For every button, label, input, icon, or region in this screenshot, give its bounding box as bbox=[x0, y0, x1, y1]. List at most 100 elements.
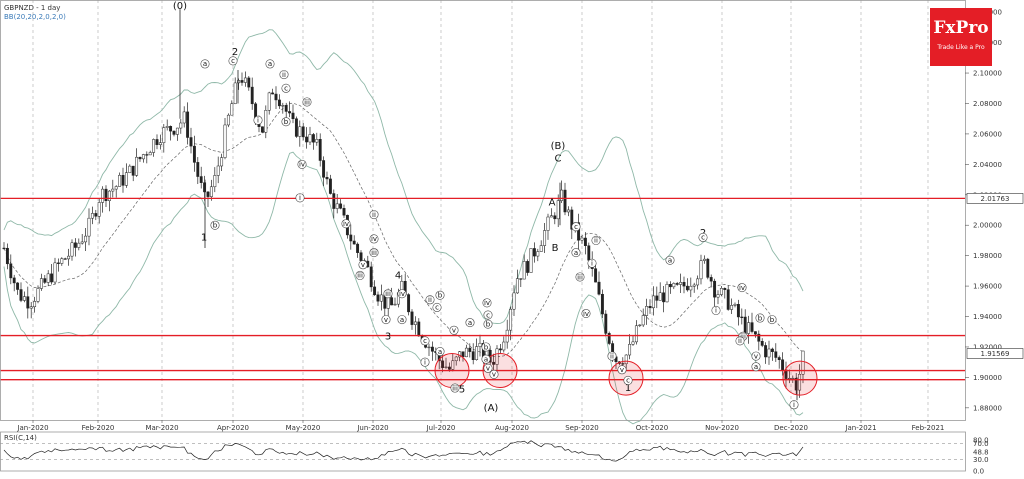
candle-body bbox=[335, 203, 339, 209]
wave-label: A bbox=[549, 197, 556, 208]
wave-minor-label: c bbox=[626, 377, 630, 385]
logo-tagline: Trade Like a Pro bbox=[937, 44, 985, 51]
wave-minor-label: a bbox=[668, 257, 672, 265]
candle-body bbox=[243, 77, 247, 83]
candle-body bbox=[298, 126, 302, 137]
candle-body bbox=[237, 80, 241, 84]
candle-body bbox=[733, 304, 737, 306]
candle-body bbox=[413, 321, 417, 325]
candle-body bbox=[240, 80, 244, 83]
x-tick-label: Aug-2020 bbox=[495, 424, 529, 432]
candle-body bbox=[543, 230, 547, 246]
candle-body bbox=[63, 258, 67, 260]
wave-minor-label: iv bbox=[371, 235, 377, 243]
wave-minor-label: c bbox=[574, 223, 578, 231]
candle-body bbox=[658, 292, 662, 301]
candle-body bbox=[352, 240, 356, 245]
wave-minor-circle bbox=[297, 159, 307, 169]
candle-body bbox=[80, 241, 84, 244]
candle-body bbox=[50, 273, 54, 283]
candle-body bbox=[451, 360, 455, 370]
x-tick-label: May-2020 bbox=[286, 424, 321, 432]
candle-body bbox=[189, 137, 193, 147]
candle-body bbox=[634, 325, 638, 343]
candle-body bbox=[158, 142, 162, 145]
candle-body bbox=[226, 114, 230, 126]
candle-body bbox=[152, 139, 156, 153]
candle-body bbox=[645, 306, 649, 316]
wave-minor-label: a bbox=[203, 60, 207, 68]
wave-minor-circle bbox=[607, 351, 617, 361]
candle-body bbox=[60, 258, 64, 264]
rsi-tick-label: 48.8 bbox=[973, 448, 989, 456]
candle-body bbox=[73, 242, 77, 248]
wave-minor-circle bbox=[482, 298, 492, 308]
candle-body bbox=[560, 189, 564, 201]
wave-minor-label: c bbox=[231, 57, 235, 65]
highlight-circle bbox=[482, 353, 518, 389]
wave-label: 5 bbox=[459, 385, 465, 396]
candle-body bbox=[475, 346, 479, 360]
candle-body bbox=[468, 347, 472, 352]
wave-minor-label: i bbox=[591, 260, 593, 268]
wave-label: 1 bbox=[201, 232, 207, 243]
x-tick-label: Dec-2020 bbox=[774, 424, 808, 432]
wave-minor-label: c bbox=[435, 304, 439, 312]
candle-body bbox=[145, 154, 149, 156]
candle-body bbox=[203, 182, 207, 193]
candle-body bbox=[393, 303, 397, 306]
candle-body bbox=[53, 262, 57, 283]
candle-body bbox=[736, 304, 740, 318]
x-tick-label: Mar-2020 bbox=[145, 424, 178, 432]
wave-minor-circle bbox=[617, 365, 627, 375]
wave-minor-circle bbox=[737, 283, 747, 293]
wave-minor-label: v bbox=[361, 261, 365, 269]
candle-body bbox=[760, 341, 764, 346]
wave-labels: (0)21435(A)(B)CAB12acbabciiiiiiiviiiiiii… bbox=[173, 1, 799, 414]
wave-minor-circle bbox=[302, 97, 312, 107]
candle-body bbox=[662, 292, 666, 303]
candle-body bbox=[628, 344, 632, 356]
wave-minor-label: v bbox=[492, 371, 496, 379]
highlight-circle bbox=[782, 360, 818, 396]
x-tick-label: Jul-2020 bbox=[426, 424, 456, 432]
wave-minor-circle bbox=[575, 272, 585, 282]
candle-body bbox=[743, 316, 747, 334]
candle-body bbox=[107, 190, 111, 201]
candle-body bbox=[339, 203, 343, 209]
candle-body bbox=[709, 277, 713, 282]
wave-label: B bbox=[552, 243, 559, 254]
candle-body bbox=[29, 306, 33, 309]
candle-body bbox=[539, 245, 543, 252]
rsi-line bbox=[3, 440, 804, 462]
candle-body bbox=[563, 189, 567, 213]
candle-body bbox=[750, 322, 754, 332]
y-tick-label: 2.06000 bbox=[973, 130, 1002, 138]
bb-lower bbox=[3, 151, 804, 425]
candle-body bbox=[322, 160, 326, 178]
candle-body bbox=[471, 351, 475, 360]
axes: 2.140002.120002.100002.080002.060002.040… bbox=[0, 0, 1024, 432]
candle-body bbox=[22, 296, 26, 301]
fxpro-logo: FxPro Trade Like a Pro bbox=[930, 8, 992, 66]
candle-body bbox=[271, 92, 275, 95]
wave-minor-label: c bbox=[423, 337, 427, 345]
candle-body bbox=[12, 277, 16, 284]
candle-body bbox=[682, 282, 686, 287]
candle-body bbox=[373, 286, 377, 296]
wave-minor-label: a bbox=[468, 319, 472, 327]
wave-minor-label: iv bbox=[583, 310, 589, 318]
wave-minor-label: iv bbox=[343, 220, 349, 228]
y-tick-label: 1.88000 bbox=[973, 404, 1002, 412]
candle-body bbox=[730, 305, 734, 310]
candle-body bbox=[631, 341, 635, 345]
rsi-tick-label: 0.0 bbox=[973, 468, 984, 476]
candle-body bbox=[757, 333, 761, 342]
candle-body bbox=[410, 311, 414, 325]
candle-body bbox=[641, 315, 645, 326]
wave-minor-label: iii bbox=[357, 272, 363, 280]
candle-body bbox=[764, 345, 768, 358]
candle-body bbox=[390, 297, 394, 306]
wave-minor-circle bbox=[369, 210, 379, 220]
candle-body bbox=[723, 288, 727, 290]
